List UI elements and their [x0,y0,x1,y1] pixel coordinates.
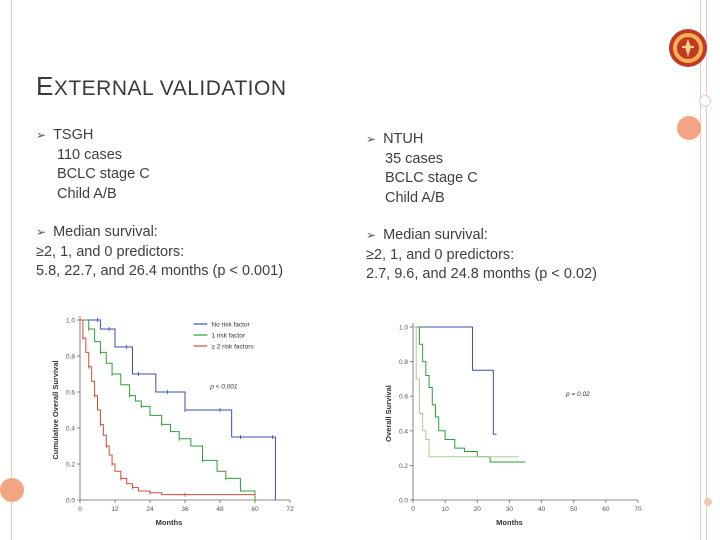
right-stage: BCLC stage C [385,170,478,186]
right-cases: 35 cases [385,150,444,167]
arrow-bullet-icon: ➢ [366,132,377,146]
left-cohort-block: ➢ TSGH 110 cases BCLC stage C Child A/B [36,126,150,204]
left-child: Child A/B [57,185,117,202]
legend-label: 1 risk factor [211,333,245,340]
p-value-annotation: p = 0.02 [565,391,590,398]
arrow-bullet-icon: ➢ [36,225,47,239]
left-stage: BCLC stage C [57,166,150,182]
right-survival-label: Median survival: [383,227,488,243]
x-tick-label: 20 [474,506,482,513]
slide-title: EXTERNAL VALIDATION [36,71,287,101]
right-child: Child A/B [385,189,445,206]
p-value-annotation: p < 0.001 [209,383,238,390]
left-months: 5.8, 22.7, and 26.4 months (p < 0.001) [36,263,284,279]
decorative-line-right [700,0,701,540]
left-site: TSGH [53,127,94,143]
survival-chart-ntuh: 0.0 0.2 0.4 0.6 0.8 1.0 0 10 20 30 40 50 60 70 Months O… [385,323,642,527]
x-tick-label: 50 [570,506,578,513]
x-tick-label: 60 [251,506,259,513]
x-axis-label: Months [496,518,523,527]
x-tick-label: 48 [216,506,224,513]
x-tick-label: 30 [506,506,514,513]
decorative-circle-right-small [699,95,711,107]
y-tick-label: 0.4 [399,428,408,435]
arrow-bullet-icon: ➢ [36,128,47,142]
x-tick-label: 24 [146,506,154,513]
x-tick-label: 12 [111,506,119,513]
legend-label: No risk factor [211,322,250,329]
right-site: NTUH [383,131,424,147]
right-months: 2.7, 9.6, and 24.8 months (p < 0.02) [366,266,597,282]
y-tick-label: 0.0 [399,498,408,505]
left-cases: 110 cases [57,146,123,163]
hospital-emblem-icon [669,29,707,67]
survival-curve-3 [80,319,255,496]
y-tick-label: 0.6 [399,394,408,401]
x-tick-label: 0 [78,506,82,513]
x-tick-label: 40 [538,506,546,513]
left-survival-label: Median survival: [53,224,158,240]
y-tick-label: 0.0 [66,498,75,505]
x-tick-label: 60 [602,506,610,513]
y-tick-label: 1.0 [66,318,75,325]
y-tick-label: 0.8 [399,359,408,366]
arrow-bullet-icon: ➢ [366,228,377,242]
decorative-circle-right-large [677,116,701,140]
survival-curve-1 [413,326,497,435]
left-predictors: ≥2, 1, and 0 predictors: [36,243,185,260]
survival-curve-2 [413,326,526,463]
x-tick-label: 10 [442,506,450,513]
decorative-circle-left [0,478,24,502]
x-tick-label: 0 [411,506,415,513]
y-tick-label: 0.2 [399,463,408,470]
y-tick-label: 1.0 [399,325,408,332]
x-tick-label: 36 [181,506,189,513]
survival-curve-3 [413,326,520,458]
y-axis-label: Overall Survival [385,385,393,442]
right-survival-block: ➢ Median survival: ≥2, 1, and 0 predictor… [366,226,597,285]
x-tick-label: 72 [286,506,294,513]
survival-curve-1 [80,319,276,500]
x-axis-label: Months [156,518,183,527]
y-tick-label: 0.2 [66,462,75,469]
y-tick-label: 0.8 [66,354,75,361]
decorative-circle-bottom-right [704,498,712,506]
survival-curve-2 [80,319,256,500]
left-survival-block: ➢ Median survival: ≥2, 1, and 0 predictor… [36,223,283,282]
legend-label: ≥ 2 risk factors [211,344,254,351]
x-tick-label: 70 [634,506,642,513]
right-cohort-block: ➢ NTUH 35 cases BCLC stage C Child A/B [366,130,478,208]
y-tick-label: 0.4 [66,426,75,433]
decorative-line-left [11,0,12,540]
survival-chart-tsgh: 0.0 0.2 0.4 0.6 0.8 1.0 0 12 24 36 48 60 72 Months Cum… [51,316,294,527]
right-predictors: ≥2, 1, and 0 predictors: [366,246,515,263]
y-tick-label: 0.6 [66,390,75,397]
y-axis-label: Cumulative Overall Survival [51,360,60,459]
decorative-line-right-2 [706,0,707,540]
